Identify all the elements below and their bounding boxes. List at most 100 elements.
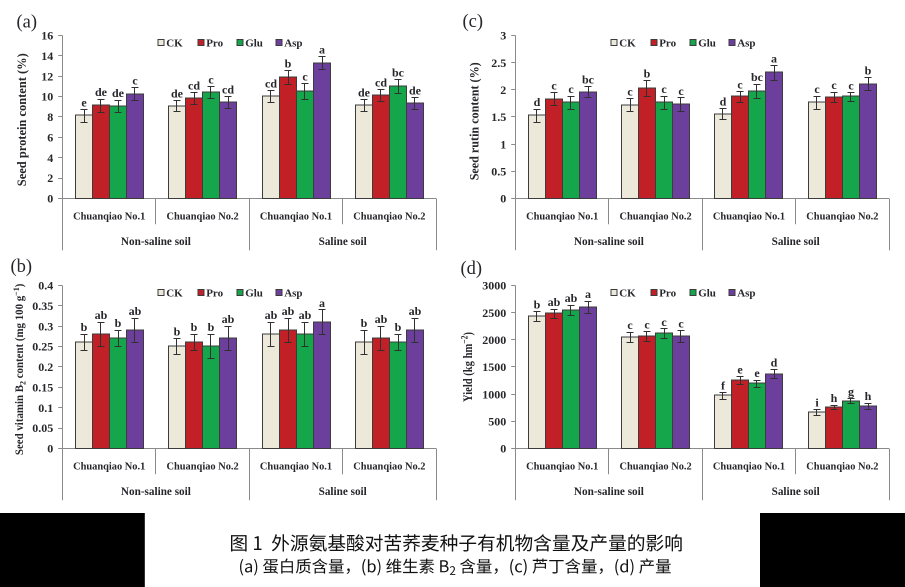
svg-text:0.2: 0.2 [38,360,53,374]
svg-text:Glu: Glu [245,37,263,49]
svg-text:3: 3 [500,29,506,43]
svg-text:b: b [361,316,368,330]
svg-text:c: c [568,82,574,96]
svg-text:Pro: Pro [206,287,223,299]
svg-text:Glu: Glu [245,287,263,299]
svg-text:Yield (kg hm−2): Yield (kg hm−2) [460,332,475,402]
svg-text:0.05: 0.05 [32,421,53,435]
svg-text:b: b [395,320,402,334]
svg-text:Non-saline soil: Non-saline soil [574,486,644,498]
svg-text:Non-saline soil: Non-saline soil [121,486,191,498]
svg-text:c: c [814,82,820,96]
svg-text:ab: ab [548,295,561,309]
svg-text:(c): (c) [463,12,484,32]
svg-text:Chuanqiao No.2: Chuanqiao No.2 [620,212,692,223]
svg-text:2: 2 [47,171,53,185]
svg-text:ab: ab [222,312,235,326]
svg-text:Chuanqiao No.1: Chuanqiao No.1 [73,212,145,223]
svg-text:b: b [174,324,181,338]
svg-text:Chuanqiao No.1: Chuanqiao No.1 [713,212,785,223]
svg-text:500: 500 [488,414,506,428]
svg-text:d: d [720,95,727,109]
svg-text:Chuanqiao No.2: Chuanqiao No.2 [167,212,239,223]
svg-text:ab: ab [282,304,295,318]
svg-text:0: 0 [500,192,506,206]
svg-text:b: b [644,66,651,80]
svg-text:Chuanqiao No.2: Chuanqiao No.2 [167,462,239,473]
svg-text:Chuanqiao No.2: Chuanqiao No.2 [620,462,692,473]
svg-text:e: e [754,366,760,380]
svg-text:a: a [585,287,591,301]
svg-text:c: c [627,318,633,332]
svg-text:0.25: 0.25 [32,340,53,354]
svg-text:g: g [848,384,854,398]
svg-text:3000: 3000 [482,279,506,293]
svg-text:Chuanqiao No.2: Chuanqiao No.2 [806,212,878,223]
svg-text:0.15: 0.15 [32,381,53,395]
svg-text:b: b [534,297,541,311]
svg-text:i: i [815,396,819,410]
svg-text:de: de [95,85,108,99]
svg-text:2.5: 2.5 [491,56,506,70]
svg-text:c: c [551,78,557,92]
svg-text:de: de [409,83,422,97]
svg-text:Asp: Asp [737,37,755,49]
svg-text:Seed vitamin B2 content (mg 10: Seed vitamin B2 content (mg 100 g−1) [11,283,28,455]
svg-text:f: f [721,378,726,392]
svg-text:Saline soil: Saline soil [772,486,820,498]
svg-text:d: d [771,356,778,370]
svg-text:b: b [115,316,122,330]
svg-text:Pro: Pro [659,37,676,49]
svg-text:1.5: 1.5 [491,110,506,124]
svg-text:8: 8 [47,110,53,124]
svg-text:bc: bc [392,66,405,80]
svg-text:Non-saline soil: Non-saline soil [574,236,644,248]
svg-text:cd: cd [375,75,387,89]
svg-text:cd: cd [188,78,200,92]
svg-text:Chuanqiao No.2: Chuanqiao No.2 [806,462,878,473]
svg-text:b: b [865,64,872,78]
svg-text:a: a [771,52,777,66]
svg-text:2500: 2500 [482,306,506,320]
svg-text:c: c [737,77,743,91]
svg-text:0.5: 0.5 [491,164,506,178]
svg-text:c: c [644,318,650,332]
svg-text:12: 12 [41,69,53,83]
svg-text:c: c [208,73,214,87]
svg-text:e: e [81,96,87,110]
svg-text:b: b [81,320,88,334]
svg-text:de: de [358,86,371,100]
svg-text:b: b [208,320,215,334]
svg-text:Glu: Glu [698,287,716,299]
svg-text:c: c [661,82,667,96]
svg-text:c: c [627,84,633,98]
svg-text:c: c [678,316,684,330]
svg-text:ab: ab [565,291,578,305]
svg-text:14: 14 [41,49,53,63]
svg-text:0: 0 [47,442,53,456]
svg-text:2: 2 [500,83,506,97]
svg-text:b: b [191,320,198,334]
svg-text:0.35: 0.35 [32,299,53,313]
svg-text:b: b [285,57,292,71]
svg-text:d: d [534,95,541,109]
svg-text:Chuanqiao No.1: Chuanqiao No.1 [73,462,145,473]
svg-text:CK: CK [166,37,183,49]
svg-text:bc: bc [751,70,764,84]
svg-text:0.4: 0.4 [38,279,53,293]
svg-text:Chuanqiao No.2: Chuanqiao No.2 [353,462,425,473]
svg-text:a: a [319,43,325,57]
svg-text:CK: CK [166,287,183,299]
svg-text:h: h [831,391,838,405]
svg-text:Saline soil: Saline soil [772,236,820,248]
svg-text:Seed protein content (%): Seed protein content (%) [15,53,29,186]
svg-text:0: 0 [47,192,53,206]
svg-text:Chuanqiao No.1: Chuanqiao No.1 [526,212,598,223]
svg-text:Chuanqiao No.1: Chuanqiao No.1 [260,212,332,223]
svg-text:Chuanqiao No.1: Chuanqiao No.1 [713,462,785,473]
svg-text:Saline soil: Saline soil [319,486,367,498]
svg-text:bc: bc [582,72,595,86]
svg-text:ab: ab [265,308,278,322]
svg-text:c: c [661,315,667,329]
svg-text:6: 6 [47,131,53,145]
